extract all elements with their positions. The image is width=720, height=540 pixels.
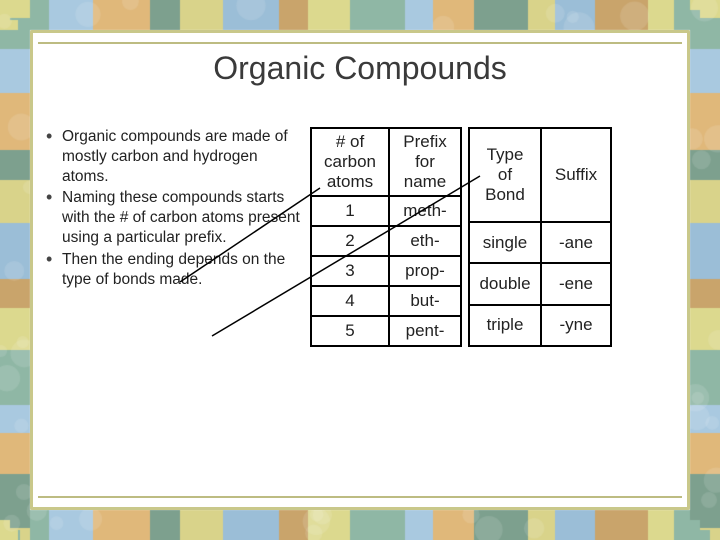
col-header: Suffix	[541, 128, 611, 222]
table-row: 1meth-	[311, 196, 461, 226]
bond-table: Type of Bond Suffix single-ane double-en…	[468, 127, 612, 347]
slide-frame: Organic Compounds Organic compounds are …	[0, 0, 720, 540]
prefix-table: # of carbon atoms Prefix for name 1meth-…	[310, 127, 462, 347]
col-header: Type of Bond	[469, 128, 541, 222]
table-row: 2eth-	[311, 226, 461, 256]
table-row: 5pent-	[311, 316, 461, 346]
table-row: single-ane	[469, 222, 611, 263]
col-header: # of carbon atoms	[311, 128, 389, 196]
body-row: Organic compounds are made of mostly car…	[44, 127, 676, 347]
table-row: 4but-	[311, 286, 461, 316]
bullet-item: Then the ending depends on the type of b…	[44, 250, 306, 290]
slide-title: Organic Compounds	[44, 50, 676, 87]
bullet-item: Naming these compounds starts with the #…	[44, 188, 306, 247]
table-header-row: Type of Bond Suffix	[469, 128, 611, 222]
bottom-rule	[38, 496, 682, 498]
content-area: Organic Compounds Organic compounds are …	[44, 48, 676, 492]
table-row: double-ene	[469, 263, 611, 304]
bullet-item: Organic compounds are made of mostly car…	[44, 127, 306, 186]
bullet-list: Organic compounds are made of mostly car…	[44, 127, 306, 292]
tables-wrap: # of carbon atoms Prefix for name 1meth-…	[310, 127, 612, 347]
col-header: Prefix for name	[389, 128, 461, 196]
table-header-row: # of carbon atoms Prefix for name	[311, 128, 461, 196]
table-row: 3prop-	[311, 256, 461, 286]
table-row: triple-yne	[469, 305, 611, 346]
top-rule	[38, 42, 682, 44]
